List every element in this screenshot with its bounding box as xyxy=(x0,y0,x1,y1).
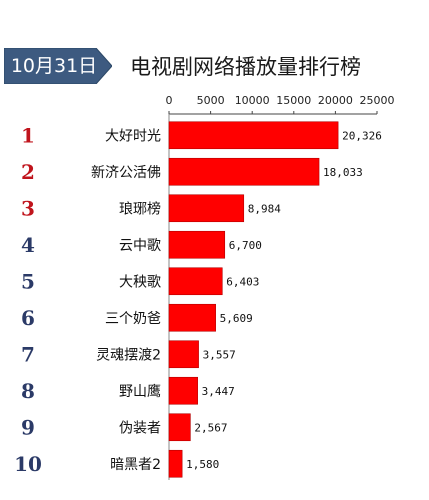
category-label: 伪装者 xyxy=(119,420,161,436)
bar xyxy=(168,230,226,259)
bar xyxy=(168,449,183,478)
category-label: 大秧歌 xyxy=(119,274,161,290)
rank-label: 10 xyxy=(14,452,42,476)
bar xyxy=(168,194,245,223)
data-label: 18,033 xyxy=(323,166,363,179)
bar xyxy=(168,267,223,296)
data-label: 1,580 xyxy=(186,458,219,471)
rank-label: 3 xyxy=(21,196,35,220)
rank-label: 7 xyxy=(21,342,35,366)
rank-label: 9 xyxy=(21,415,35,439)
bar xyxy=(168,340,199,369)
data-label: 5,609 xyxy=(220,312,253,325)
data-label: 3,557 xyxy=(203,348,236,361)
rank-label: 2 xyxy=(21,160,35,184)
x-tick-label: 25000 xyxy=(360,94,395,107)
category-label: 云中歌 xyxy=(119,238,161,254)
rank-label: 1 xyxy=(21,123,35,147)
x-tick-label: 15000 xyxy=(276,94,311,107)
rank-label: 5 xyxy=(21,269,35,293)
rank-label: 4 xyxy=(21,233,35,257)
x-tick-label: 20000 xyxy=(318,94,353,107)
category-label: 三个奶爸 xyxy=(105,311,161,327)
bar xyxy=(168,157,320,186)
category-label: 琅琊榜 xyxy=(119,200,161,217)
category-label: 灵魂摆渡2 xyxy=(96,347,161,363)
rank-label: 6 xyxy=(21,306,35,330)
bar xyxy=(168,303,216,332)
data-label: 3,447 xyxy=(202,385,235,398)
bar xyxy=(168,121,339,150)
x-tick-label: 10000 xyxy=(235,94,270,107)
bar xyxy=(168,376,198,405)
data-label: 8,984 xyxy=(248,202,281,215)
rank-label: 8 xyxy=(21,379,35,403)
date-label: 10月31日 xyxy=(10,55,98,77)
category-label: 大好时光 xyxy=(105,128,161,144)
bar xyxy=(168,413,191,442)
data-label: 6,403 xyxy=(226,275,259,288)
data-label: 20,326 xyxy=(342,129,382,142)
category-label: 野山鹰 xyxy=(119,384,161,400)
data-label: 2,567 xyxy=(194,421,227,434)
category-label: 暗黑者2 xyxy=(110,457,161,473)
date-badge xyxy=(4,48,112,84)
category-label: 新济公活佛 xyxy=(91,165,161,181)
x-tick-label: 5000 xyxy=(197,94,225,107)
x-tick-label: 0 xyxy=(166,94,173,107)
chart-title: 电视剧网络播放量排行榜 xyxy=(130,55,361,79)
data-label: 6,700 xyxy=(229,239,262,252)
